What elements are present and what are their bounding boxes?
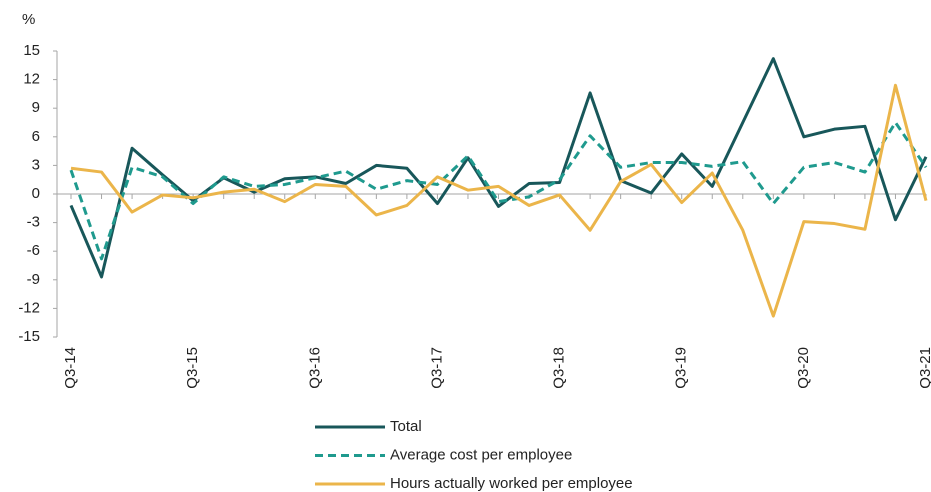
x-tick-label: Q3-15 bbox=[184, 347, 201, 389]
legend-label: Total bbox=[390, 418, 422, 435]
y-tick-label: 12 bbox=[23, 71, 40, 88]
y-tick-label: -15 bbox=[18, 328, 40, 345]
series-line bbox=[69, 121, 928, 261]
y-axis-label: % bbox=[22, 11, 35, 28]
y-tick-label: 6 bbox=[32, 128, 40, 145]
x-tick-label: Q3-14 bbox=[62, 347, 79, 389]
x-tick-label: Q3-18 bbox=[551, 347, 568, 389]
y-tick-label: 3 bbox=[32, 156, 40, 173]
y-tick-label: 0 bbox=[32, 185, 40, 202]
legend-label: Average cost per employee bbox=[390, 446, 572, 463]
x-tick-label: Q3-20 bbox=[795, 347, 812, 389]
y-tick-label: -9 bbox=[27, 271, 40, 288]
x-tick-label: Q3-17 bbox=[428, 347, 445, 389]
x-tick-label: Q3-16 bbox=[306, 347, 323, 389]
legend-label: Hours actually worked per employee bbox=[390, 475, 633, 492]
y-tick-label: -12 bbox=[18, 299, 40, 316]
x-tick-label: Q3-21 bbox=[917, 347, 931, 389]
y-tick-label: 15 bbox=[23, 42, 40, 59]
x-tick-label: Q3-19 bbox=[673, 347, 690, 389]
series-line bbox=[70, 83, 928, 318]
y-tick-label: 9 bbox=[32, 99, 40, 116]
y-tick-label: -6 bbox=[27, 242, 40, 259]
y-tick-label: -3 bbox=[27, 214, 40, 231]
